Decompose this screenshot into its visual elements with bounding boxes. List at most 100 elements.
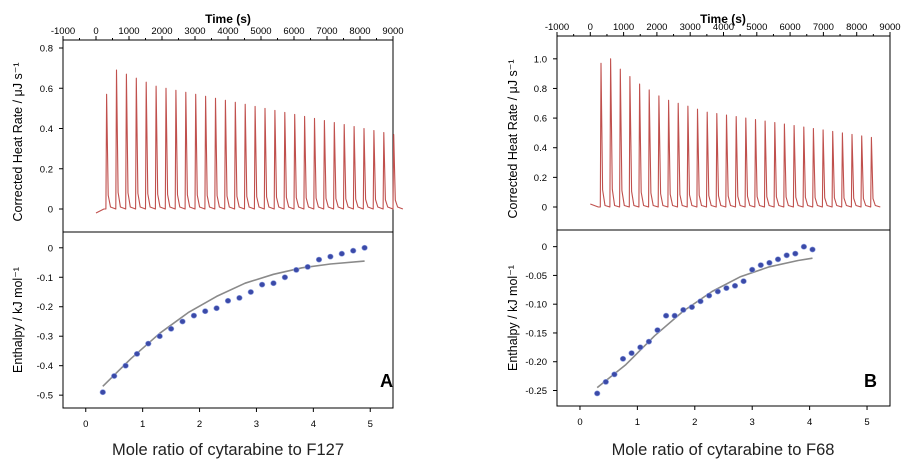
panel-a: Time (s)-1000 0 1000 2000 3000 4000 5000 6000 70… xyxy=(11,12,404,459)
panel-a-data-point xyxy=(111,373,118,379)
panel-a-enthalpy-tick-label: -0.5 xyxy=(37,391,53,402)
panel-a-time-tick-label: 9000 xyxy=(382,26,403,37)
panel-a-data-point xyxy=(168,325,175,332)
panel-b-time-tick-label: 8000 xyxy=(846,22,867,33)
panel-a-heat-tick-label: 0.6 xyxy=(40,84,53,95)
panel-a-time-tick-label: 4000 xyxy=(217,26,238,37)
panel-b-heat-tick-label: 0.8 xyxy=(534,84,547,95)
panel-a-data-point xyxy=(293,266,300,273)
panel-a-heat-tick-label: 0.8 xyxy=(40,44,53,55)
panel-a-data-point xyxy=(122,362,129,369)
panel-a-data-point xyxy=(145,340,152,347)
panel-b-enthalpy-tick-label: -0.05 xyxy=(525,271,547,282)
panel-b-data-point xyxy=(731,282,739,289)
panel-a-data-point xyxy=(281,274,289,281)
panel-b-data-point xyxy=(594,390,601,397)
panel-a-time-tick-label: 0 xyxy=(93,26,98,37)
panel-b-time-tick-label: -1000 xyxy=(545,22,569,33)
panel-b-ratio-tick-label: 0 xyxy=(577,417,582,428)
panel-b-time-tick-label: 3000 xyxy=(680,22,701,33)
panel-b-data-point xyxy=(662,312,670,319)
panel-b-time-axis-title: Time (s) xyxy=(700,12,746,26)
panel-a-data-point xyxy=(179,318,186,325)
panel-b-data-point xyxy=(637,344,644,351)
panel-a-data-point xyxy=(361,244,368,251)
panel-b-ratio-tick-label: 2 xyxy=(692,417,697,428)
panel-b-data-point xyxy=(688,304,696,310)
panel-a-enthalpy-tick-label: -0.2 xyxy=(37,302,53,313)
panel-b-ratio-tick-label: 5 xyxy=(864,417,869,428)
panel-a-heat-tick-label: 0.2 xyxy=(40,164,53,175)
panel-b-data-point xyxy=(654,327,661,333)
panel-a-time-tick-label: 5000 xyxy=(250,26,271,37)
panel-b-data-point xyxy=(611,371,618,378)
panel-b-data-point xyxy=(783,252,790,259)
panel-a-data-point xyxy=(350,247,357,254)
panel-b-time-tick-label: 7000 xyxy=(813,22,834,33)
panel-a-ratio-axis-label: Mole ratio of cytarabine to F127 xyxy=(112,441,344,459)
panel-a-data-point xyxy=(213,305,220,312)
panel-a-data-point xyxy=(338,250,345,257)
panel-b-ratio-tick-label: 1 xyxy=(635,417,640,428)
panel-a-enthalpy-tick-label: -0.4 xyxy=(37,361,53,372)
panel-a-heat-trace xyxy=(95,69,404,214)
panel-a-enthalpy-tick-label: -0.1 xyxy=(37,273,53,284)
panel-b-ratio-tick-label: 4 xyxy=(807,417,812,428)
panel-b-panel-label: B xyxy=(864,371,877,391)
panel-b-data-point xyxy=(792,250,799,257)
panel-a-ratio-tick-label: 0 xyxy=(83,419,88,430)
panel-b-time-tick-label: 0 xyxy=(588,22,593,33)
panel-b-data-point xyxy=(809,246,816,253)
panel-b-heat-tick-label: 0.4 xyxy=(534,143,547,154)
panel-a-heat-tick-label: 0 xyxy=(48,205,53,216)
panel-b-data-point xyxy=(774,256,782,263)
panel-b-heat-axis-label: Corrected Heat Rate / μJ s⁻¹ xyxy=(506,60,520,219)
panel-b-time-tick-label: 2000 xyxy=(646,22,667,33)
panel-a-data-point xyxy=(259,281,266,288)
panel-a-ratio-tick-label: 3 xyxy=(254,419,259,430)
panel-a-data-point xyxy=(202,308,209,315)
panel-a-enthalpy-tick-label: 0 xyxy=(48,243,53,254)
panel-a-data-point xyxy=(247,289,254,295)
panel-b-data-point xyxy=(602,378,609,385)
panel-b-time-tick-label: 5000 xyxy=(746,22,767,33)
panel-a-time-axis-title: Time (s) xyxy=(205,12,251,26)
panel-b-ratio-axis-label: Mole ratio of cytarabine to F68 xyxy=(612,441,835,459)
panel-b-heat-tick-label: 1.0 xyxy=(534,54,547,65)
panel-b-data-point xyxy=(766,259,773,266)
panel-b-time-tick-label: 9000 xyxy=(879,22,900,33)
panel-a-data-point xyxy=(327,253,334,260)
panel-b-enthalpy-tick-label: -0.20 xyxy=(525,357,547,368)
panel-b-data-point xyxy=(697,298,704,305)
panel-b-fit-line xyxy=(596,257,813,389)
panel-a-fit-line xyxy=(102,260,365,387)
panel-a-enthalpy-axis-label: Enthalpy / kJ mol⁻¹ xyxy=(11,267,25,373)
panel-b-data-point xyxy=(705,292,713,299)
panel-a-ratio-tick-label: 2 xyxy=(197,419,202,430)
panel-b-data-point xyxy=(671,312,678,319)
panel-a-time-tick-label: 1000 xyxy=(118,26,139,37)
panel-a-heat-axis-label: Corrected Heat Rate / μJ s⁻¹ xyxy=(11,63,25,222)
panel-a-data-point xyxy=(315,256,323,263)
panel-b-heat-tick-label: 0 xyxy=(542,203,547,214)
panel-a-frame xyxy=(62,39,394,409)
panel-b-enthalpy-tick-label: 0 xyxy=(542,242,547,253)
panel-a-data-point xyxy=(99,389,106,396)
panel-a-time-tick-label: 8000 xyxy=(349,26,370,37)
panel-b-time-tick-label: 6000 xyxy=(780,22,801,33)
panel-b: Time (s) -1000 0 1 0 0 0 2000 3000 4000 5000 6000 70… xyxy=(506,12,901,459)
panel-a-data-point xyxy=(304,263,311,270)
panel-b-data-point xyxy=(740,278,747,285)
panel-a-data-point xyxy=(156,333,163,340)
panel-a-enthalpy-tick-label: -0.3 xyxy=(37,332,53,343)
panel-a-time-tick-label: -1000 xyxy=(51,26,75,37)
panel-a-data-point xyxy=(224,297,232,304)
panel-a-heat-tick-label: 0.4 xyxy=(40,124,53,135)
panel-b-data-point xyxy=(800,243,808,250)
panel-b-data-point xyxy=(619,355,627,362)
panel-b-heat-tick-label: 0.2 xyxy=(534,173,547,184)
panel-a-time-tick-label: 7000 xyxy=(316,26,337,37)
panel-b-time-tick-label: 4000 xyxy=(713,22,734,33)
panel-b-data-point xyxy=(645,338,653,345)
